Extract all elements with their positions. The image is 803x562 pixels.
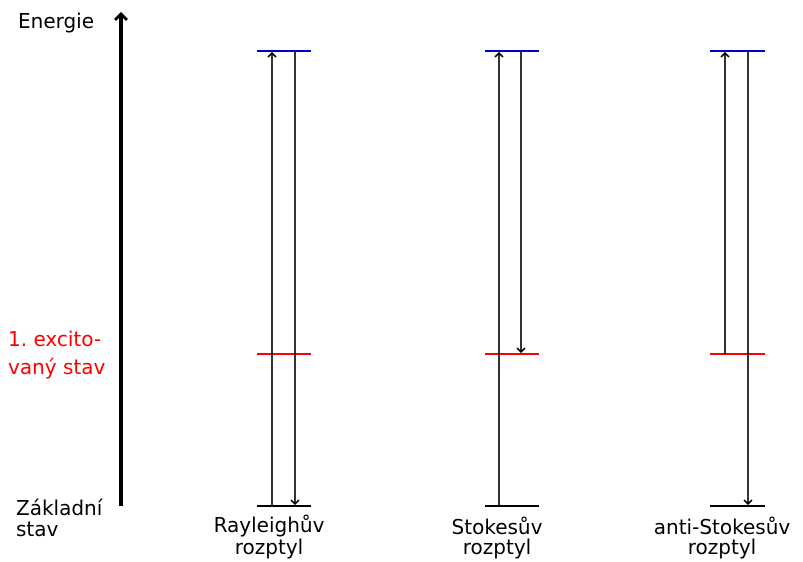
rayleigh-column: Rayleighův rozptyl — [214, 50, 325, 559]
process-label-line2: rozptyl — [688, 535, 756, 559]
energy-axis-label: Energie — [18, 9, 94, 33]
ground-state-label-line1: Základní — [16, 496, 104, 520]
process-label-line2: rozptyl — [463, 535, 531, 559]
stokes-column: Stokesův rozptyl — [452, 50, 543, 559]
process-label-line2: rozptyl — [235, 535, 303, 559]
process-label-line1: Rayleighův — [214, 513, 325, 537]
process-label-line1: anti-Stokesův — [654, 515, 791, 539]
excited-state-label-line1: 1. excito- — [8, 327, 101, 351]
anti-stokes-column: anti-Stokesův rozptyl — [654, 50, 791, 559]
excited-state-label-line2: vaný stav — [8, 355, 105, 379]
ground-state-label-line2: stav — [16, 517, 59, 541]
process-label-line1: Stokesův — [452, 515, 543, 539]
